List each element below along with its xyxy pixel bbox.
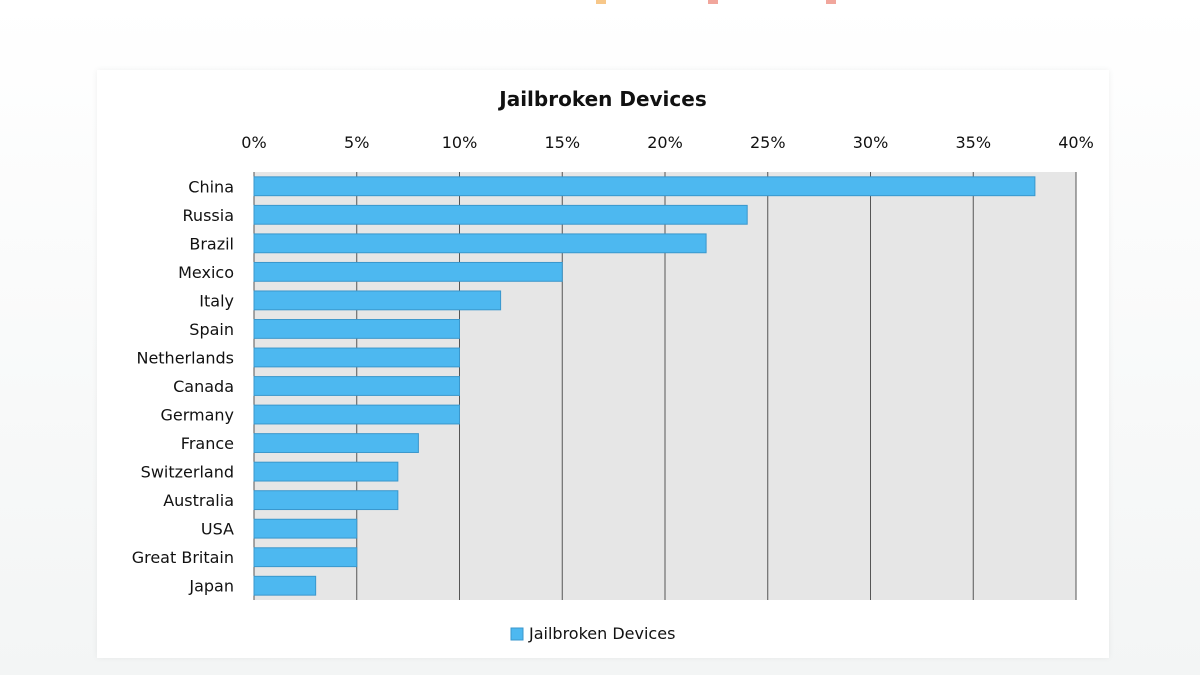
bar	[253, 490, 399, 511]
bar	[253, 176, 1036, 197]
chart-card: Jailbroken Devices 0% 5% 10% 15% 20% 25% 30% 35…	[97, 70, 1109, 658]
bar	[253, 547, 358, 568]
category-label: Italy	[199, 291, 234, 310]
category-label: Brazil	[189, 234, 234, 253]
bar	[253, 204, 748, 225]
category-label: Switzerland	[141, 463, 234, 482]
accent-mark	[708, 0, 718, 4]
accent-mark	[596, 0, 606, 4]
accent-mark	[826, 0, 836, 4]
x-tick-label: 35%	[955, 133, 991, 152]
category-label: Russia	[183, 206, 234, 225]
top-accent	[0, 0, 1200, 20]
category-label: Japan	[188, 577, 234, 596]
category-label: Mexico	[178, 263, 234, 282]
x-tick-label: 40%	[1058, 133, 1094, 152]
bar	[253, 347, 460, 368]
category-label: Great Britain	[132, 548, 234, 567]
category-label: Germany	[160, 406, 234, 425]
bar	[253, 433, 419, 453]
category-label: Australia	[163, 491, 234, 510]
category-label: USA	[201, 520, 234, 539]
x-tick-label: 0%	[241, 133, 266, 152]
category-label: France	[181, 434, 234, 453]
x-tick-label: 30%	[853, 133, 889, 152]
bar	[253, 461, 399, 482]
legend: Jailbroken Devices	[510, 624, 675, 643]
x-tick-label: 5%	[344, 133, 369, 152]
category-label: Spain	[189, 320, 234, 339]
category-label: China	[188, 177, 234, 196]
category-label: Netherlands	[136, 348, 234, 367]
bar	[253, 376, 460, 396]
category-label: Canada	[173, 377, 234, 396]
bar	[253, 261, 563, 282]
x-tick-label: 20%	[647, 133, 683, 152]
x-tick-label: 25%	[750, 133, 786, 152]
legend-label: Jailbroken Devices	[528, 624, 675, 643]
legend-swatch	[510, 627, 524, 641]
top-accent-marks	[596, 0, 836, 4]
bar	[253, 233, 707, 254]
x-tick-label: 10%	[442, 133, 478, 152]
bar	[253, 319, 460, 339]
chart-title: Jailbroken Devices	[497, 87, 706, 111]
bar	[253, 290, 502, 311]
bar	[253, 575, 317, 596]
bar	[253, 404, 460, 425]
bars	[253, 176, 1036, 596]
x-axis-ticks: 0% 5% 10% 15% 20% 25% 30% 35% 40%	[241, 133, 1093, 152]
x-tick-label: 15%	[544, 133, 580, 152]
bar	[253, 518, 358, 539]
y-axis-categories: China Russia Brazil Mexico Italy Spain Netherl…	[132, 177, 234, 595]
jailbroken-devices-chart: Jailbroken Devices 0% 5% 10% 15% 20% 25% 30% 35…	[132, 87, 1094, 643]
